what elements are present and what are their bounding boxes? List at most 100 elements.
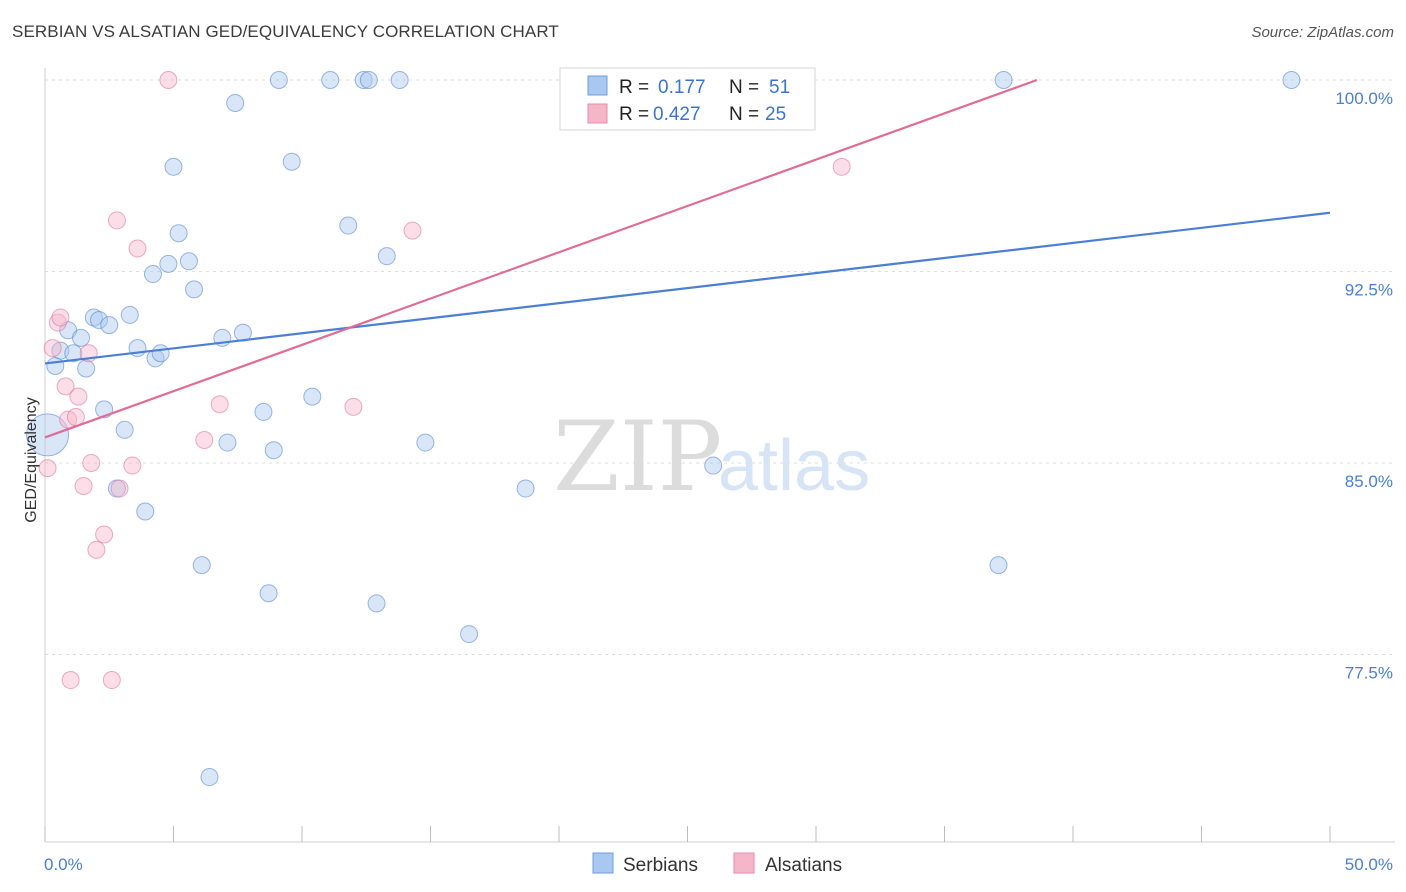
serbians-point-30 <box>254 402 273 421</box>
alsatians-point-13 <box>95 525 114 544</box>
serbians-point-27 <box>218 433 237 452</box>
alsatians-point-2 <box>48 313 67 332</box>
legend-r-value-serbians: 0.177 <box>658 77 706 98</box>
y-axis-title: GED/Equivalency <box>23 397 40 522</box>
alsatians-point-21 <box>210 395 229 414</box>
legend-n-label-serbians: N = <box>729 77 759 98</box>
serbians-point-13 <box>120 305 139 324</box>
alsatians-point-8 <box>69 387 88 406</box>
bottom-legend-label-serbians: Serbians <box>623 855 698 876</box>
source-credit: Source: ZipAtlas.com <box>1251 24 1394 41</box>
legend-n-value-alsatians: 25 <box>765 104 786 125</box>
trend-lines <box>44 78 1331 439</box>
alsatians-point-22 <box>344 397 363 416</box>
serbians-point-35 <box>303 387 322 406</box>
watermark-zip: ZIP <box>553 401 722 513</box>
alsatians-point-9 <box>74 476 93 495</box>
serbians-point-24 <box>192 556 211 575</box>
alsatians-trend-line <box>44 78 1038 439</box>
serbians-point-6 <box>77 359 96 378</box>
legend-swatch-alsatians <box>587 103 608 124</box>
legend-r-label-alsatians: R = <box>619 104 649 125</box>
watermark: ZIP atlas <box>553 401 870 513</box>
serbians-point-7 <box>84 308 103 327</box>
serbians-point-1 <box>46 356 65 375</box>
alsatians-point-16 <box>110 479 129 498</box>
alsatians-point-14 <box>102 671 121 690</box>
serbians-point-19 <box>159 254 178 273</box>
serbians-point-32 <box>264 441 283 460</box>
alsatians-point-1 <box>43 339 62 358</box>
series-legend: Serbians Alsatians <box>592 852 842 876</box>
alsatians-point-20 <box>195 431 214 450</box>
alsatians-point-3 <box>51 308 70 327</box>
y-tick-label-0: 100.0% <box>1335 89 1393 108</box>
serbians-point-0 <box>26 413 70 457</box>
serbians-point-31 <box>259 584 278 603</box>
alsatians-point-6 <box>61 671 80 690</box>
serbians-point-16 <box>143 265 162 284</box>
serbians-point-38 <box>354 71 373 89</box>
serbians-point-39 <box>359 71 378 89</box>
legend-r-label-serbians: R = <box>619 77 649 98</box>
serbians-point-37 <box>339 216 358 235</box>
serbians-point-36 <box>321 71 340 89</box>
serbians-point-34 <box>282 152 301 171</box>
axes <box>44 68 1395 843</box>
serbians-point-8 <box>89 311 108 330</box>
serbians-point-48 <box>989 556 1008 575</box>
serbians-point-21 <box>169 224 188 243</box>
alsatians-point-7 <box>66 408 85 427</box>
serbians-point-42 <box>390 71 409 89</box>
legend-n-label-alsatians: N = <box>729 104 759 125</box>
serbians-point-28 <box>226 93 245 112</box>
serbians-point-41 <box>377 247 396 266</box>
alsatians-points <box>38 71 851 690</box>
alsatians-point-4 <box>56 377 75 396</box>
serbians-point-25 <box>200 768 219 787</box>
serbians-point-49 <box>994 71 1013 89</box>
serbians-point-15 <box>136 502 155 521</box>
bottom-legend-label-alsatians: Alsatians <box>765 855 842 876</box>
serbians-point-44 <box>460 625 479 644</box>
alsatians-point-19 <box>159 71 178 89</box>
serbians-point-33 <box>269 71 288 89</box>
serbians-point-22 <box>179 252 198 271</box>
serbians-point-43 <box>416 433 435 452</box>
serbians-point-5 <box>71 328 90 347</box>
serbians-point-23 <box>185 280 204 299</box>
alsatians-point-18 <box>128 239 147 258</box>
serbians-point-40 <box>367 594 386 613</box>
serbians-point-45 <box>516 479 535 498</box>
y-tick-label-3: 77.5% <box>1345 664 1393 683</box>
bottom-legend-swatch-serbians <box>592 852 614 874</box>
chart-title: SERBIAN VS ALSATIAN GED/EQUIVALENCY CORR… <box>12 22 559 41</box>
correlation-legend: R = 0.177 N = 51 R = 0.427 N = 25 <box>559 67 816 131</box>
alsatians-point-23 <box>403 221 422 240</box>
serbians-point-10 <box>100 316 119 335</box>
y-tick-label-1: 92.5% <box>1345 281 1393 300</box>
serbians-point-47 <box>704 456 723 475</box>
bottom-legend-swatch-alsatians <box>733 852 755 874</box>
alsatians-point-11 <box>82 454 101 472</box>
serbians-point-20 <box>164 157 183 176</box>
gridlines <box>45 79 1395 655</box>
legend-swatch-serbians <box>587 75 608 96</box>
alsatians-point-0 <box>38 459 57 478</box>
alsatians-point-24 <box>832 157 851 176</box>
serbians-points <box>26 71 1301 787</box>
alsatians-point-15 <box>107 211 126 230</box>
x-tick-label-1: 50.0% <box>1345 855 1393 874</box>
alsatians-point-12 <box>87 540 106 559</box>
y-tick-label-2: 85.0% <box>1345 472 1393 491</box>
watermark-atlas: atlas <box>718 426 870 506</box>
serbians-trend-line <box>44 211 1331 365</box>
x-tick-labels: 0.0% 50.0% <box>44 855 1393 874</box>
x-tick-label-0: 0.0% <box>44 855 83 874</box>
serbians-point-4 <box>64 344 83 363</box>
legend-r-value-alsatians: 0.427 <box>653 104 701 125</box>
serbians-point-12 <box>115 420 134 439</box>
alsatians-point-17 <box>123 456 142 475</box>
serbians-point-18 <box>151 344 170 363</box>
